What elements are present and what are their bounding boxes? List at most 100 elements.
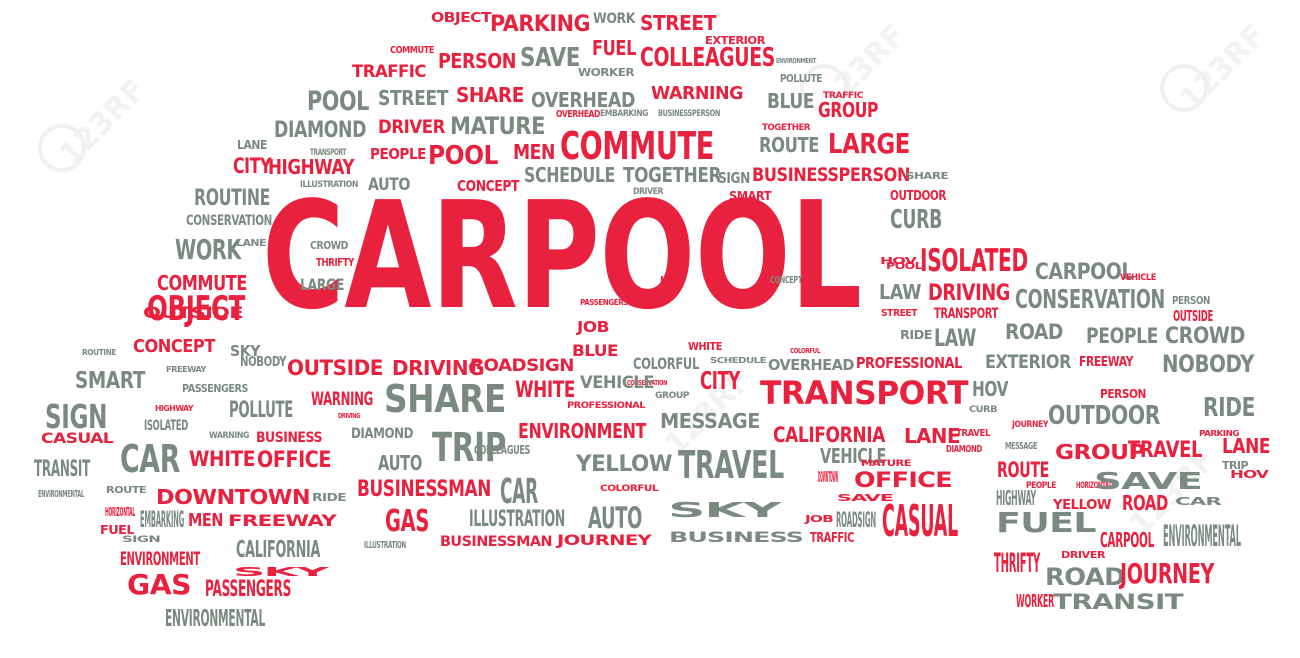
cloud-word: ILLUSTRATION <box>300 180 359 190</box>
cloud-word: ROAD <box>1005 320 1063 344</box>
cloud-word: MESSAGE <box>1005 441 1038 452</box>
cloud-word: SIGN <box>718 169 750 187</box>
cloud-word: LANE <box>237 138 268 152</box>
cloud-word: GAS <box>385 504 430 539</box>
cloud-word: LAW <box>879 280 922 304</box>
cloud-word: TOGETHER <box>623 163 722 187</box>
cloud-word: SKY <box>233 565 329 579</box>
cloud-word: POOL <box>428 141 498 171</box>
cloud-word: BUSINESSMAN <box>357 477 491 502</box>
cloud-word: ROUTINE <box>194 186 271 211</box>
cloud-word: CAR <box>120 437 180 481</box>
cloud-word: PASSENGERS <box>205 577 292 602</box>
cloud-word: VEHICLE <box>820 444 886 468</box>
cloud-word: SAVE <box>837 493 894 504</box>
cloud-word: EXTERIOR <box>705 34 766 47</box>
cloud-word: ISOLATED <box>920 243 1028 279</box>
cloud-word: GROUP <box>818 98 878 122</box>
cloud-word: AUTO <box>378 451 422 475</box>
cloud-word: YELLOW <box>1053 498 1111 513</box>
cloud-word: SKY <box>668 498 781 522</box>
cloud-word: FUEL <box>996 506 1097 539</box>
cloud-word: DIAMOND <box>274 118 367 143</box>
cloud-word: WHITE <box>515 378 575 403</box>
cloud-word: NOBODY <box>1162 350 1254 378</box>
cloud-word: BUSINESSPERSON <box>752 164 911 186</box>
cloud-word: TOGETHER <box>762 123 811 133</box>
cloud-word: STREET <box>640 11 716 35</box>
cloud-word: COMMUTE <box>390 45 435 56</box>
cloud-word: DIAMOND <box>946 444 983 455</box>
cloud-word: CONCEPT <box>133 336 215 357</box>
cloud-word: DRIVING <box>392 356 485 380</box>
cloud-word: VEHICLE <box>1120 273 1156 283</box>
cloud-word: WORK <box>175 233 242 266</box>
cloud-word: RIDE <box>312 491 347 504</box>
cloud-word: CONSERVATION <box>627 379 667 387</box>
cloud-word: POLLUTE <box>229 398 293 423</box>
cloud-word: WORK <box>593 11 636 27</box>
cloud-word: JOURNEY <box>1120 557 1215 590</box>
cloud-word: ROAD <box>1045 563 1125 591</box>
cloud-word: MATURE <box>450 112 546 140</box>
cloud-word: ROADSIGN <box>470 356 575 376</box>
cloud-word: PERSON <box>1172 294 1210 307</box>
cloud-word: OFFICE <box>854 468 953 492</box>
cloud-word: CAR <box>1175 495 1222 508</box>
cloud-word: TRANSIT <box>1053 590 1184 614</box>
cloud-word: HOV <box>1230 468 1269 481</box>
cloud-word: PROFESSIONAL <box>856 354 962 372</box>
cloud-word: POOL <box>886 261 923 272</box>
cloud-word: DRIVING <box>928 281 1010 306</box>
cloud-word: TRIP <box>432 425 507 471</box>
cloud-word: HIGHWAY <box>268 155 355 179</box>
cloud-word: CITY <box>700 366 741 395</box>
cloud-word: SAVE <box>520 43 580 73</box>
cloud-word: JOB <box>577 318 610 336</box>
cloud-word: TRAVEL <box>678 443 784 487</box>
cloud-word: FUEL <box>100 523 135 537</box>
cloud-word: BUSINESS <box>669 530 804 546</box>
cloud-word: CALIFORNIA <box>236 537 321 563</box>
cloud-word: DRIVING <box>338 412 361 420</box>
cloud-word: ENVIRONMENT <box>120 548 200 570</box>
cloud-word: COLLEAGUES <box>474 443 531 457</box>
cloud-word: CASUAL <box>41 431 114 447</box>
cloud-word: CONCEPT <box>770 275 803 286</box>
cloud-word: CONCEPT <box>457 177 519 195</box>
cloud-word: CARPOOL <box>1100 528 1155 552</box>
cloud-word: PARKING <box>1199 429 1240 438</box>
cloud-word: SIGN <box>122 535 161 545</box>
cloud-word: POOL <box>307 86 369 117</box>
cloud-word: PEOPLE <box>1086 324 1159 348</box>
cloud-word: WORKER <box>578 66 635 79</box>
cloud-word: DRIVER <box>378 116 445 138</box>
cloud-word: FREEWAY <box>166 365 207 374</box>
cloud-word: AUTO <box>588 501 643 535</box>
cloud-word: HOV <box>972 377 1009 401</box>
cloud-word: OVERHEAD <box>768 356 854 374</box>
cloud-word: ENVIRONMENT <box>518 419 646 443</box>
cloud-word: STREET <box>881 308 918 319</box>
cloud-word: LARGE <box>828 127 910 160</box>
cloud-word: MATURE <box>861 459 912 469</box>
cloud-word: VEHICLE <box>580 373 654 393</box>
cloud-word: TRANSPORT <box>934 306 999 322</box>
cloud-word: LAW <box>660 274 685 288</box>
cloud-word: OUTDOOR <box>890 189 946 204</box>
cloud-word: PASSENGERS <box>182 382 248 395</box>
cloud-word: ENVIRONMENTAL <box>38 489 85 500</box>
cloud-word: ROUTE <box>106 485 147 496</box>
cloud-word: DRIVER <box>1061 550 1106 561</box>
cloud-word: OUTSIDE <box>143 303 244 322</box>
cloud-word: HORIZONTAL <box>105 505 135 519</box>
cloud-word: PROFESSIONAL <box>567 401 646 411</box>
cloud-word: ROUTE <box>997 458 1049 482</box>
cloud-word: DOWNTOWN <box>156 485 311 509</box>
cloud-word: WARNING <box>651 83 743 104</box>
cloud-word: ENVIRONMENT <box>776 57 816 65</box>
cloud-word: HIGHWAY <box>155 404 193 413</box>
cloud-word: CURB <box>969 405 998 415</box>
cloud-word: HOV <box>880 256 917 267</box>
